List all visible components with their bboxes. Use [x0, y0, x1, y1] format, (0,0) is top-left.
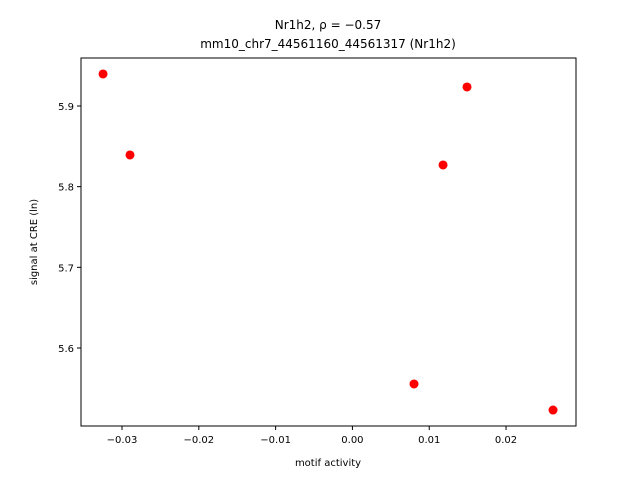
x-tick-label: −0.03	[107, 435, 138, 446]
chart-subtitle: mm10_chr7_44561160_44561317 (Nr1h2)	[200, 37, 456, 51]
x-axis-label: motif activity	[295, 458, 361, 469]
point	[98, 69, 108, 79]
point	[548, 405, 558, 415]
plot-frame	[80, 57, 577, 427]
point	[438, 160, 448, 170]
x-tick-label: 0.00	[341, 435, 363, 446]
y-tick-label: 5.9	[58, 102, 74, 113]
y-tick-label: 5.7	[58, 263, 74, 274]
point	[125, 150, 135, 160]
x-tick-label: −0.02	[183, 435, 214, 446]
x-tick-label: 0.01	[418, 435, 440, 446]
y-tick-label: 5.8	[58, 183, 74, 194]
y-tick-label: 5.6	[58, 344, 74, 355]
x-tick-label: −0.01	[260, 435, 291, 446]
point	[462, 82, 472, 92]
chart-title: Nr1h2, ρ = −0.57	[275, 18, 382, 32]
point	[409, 379, 419, 389]
y-axis-label: signal at CRE (ln)	[29, 199, 40, 285]
x-tick-label: 0.02	[495, 435, 517, 446]
